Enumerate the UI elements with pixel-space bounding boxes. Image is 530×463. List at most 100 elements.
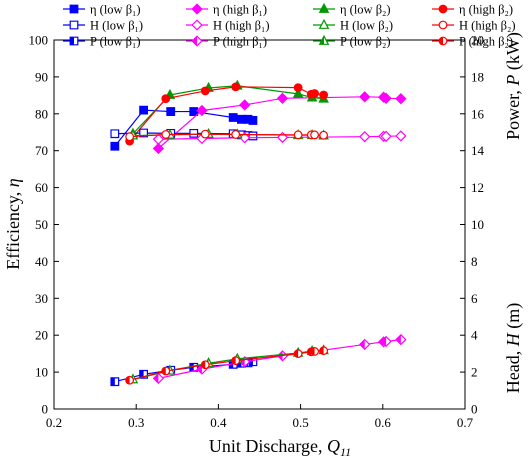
data-point [310,347,319,356]
legend-label: P (high β₂) [459,35,513,49]
legend-marker [438,36,448,46]
legend-marker [69,20,79,30]
marker-half-fill [70,37,74,45]
marker-outline [231,130,241,139]
legend-item: η (high β₁) [186,3,267,17]
marker-outline [161,130,171,139]
data-point [200,360,210,370]
series-line [132,85,324,135]
marker-outline [359,131,371,143]
legend-item: P (low β₁) [63,35,141,49]
marker-outline [395,93,407,105]
marker-outline [191,19,203,31]
x-tick-label: 0.3 [128,415,144,430]
marker-outline [231,82,241,92]
marker-outline [248,116,258,125]
marker-half-fill [319,36,324,45]
data-point [293,83,303,93]
x-tick-label: 0.2 [46,415,62,430]
data-point [248,116,258,125]
x-tick-label: 0.7 [457,415,474,430]
series-9 [152,333,407,385]
legend-marker [191,3,203,15]
data-point [395,130,407,142]
data-point [166,107,176,116]
y-right-head-text: Head, [503,346,523,393]
marker-outline [200,129,210,139]
legend-item: P (high β₁) [186,35,267,49]
y-right-tick-label: 2 [471,365,478,380]
marker-outline [380,130,392,142]
legend-label: H (low β₂) [340,19,393,33]
y-right-tick-label: 6 [471,291,478,306]
marker-outline [293,130,303,140]
x-tick-label: 0.5 [292,415,308,430]
marker-outline [248,131,258,141]
marker-outline [196,104,208,117]
y-left-tick-label: 100 [29,33,49,48]
legend-item: P (high β₂) [432,35,513,49]
data-point [161,366,171,376]
data-point [380,92,392,104]
data-point [248,131,258,141]
y-right-tick-label: 12 [471,180,484,195]
legend-item: H (high β₁) [186,19,270,33]
legend-label: η (high β₁) [213,3,267,17]
data-point [200,86,210,96]
marker-half-fill [139,370,144,379]
data-point [231,130,241,139]
y-right-axis-title-head: Head, H (m) [503,303,524,393]
data-point [161,94,171,104]
data-point [161,130,171,139]
data-point [189,107,199,116]
series-11 [125,346,329,385]
legend-marker [318,18,330,29]
marker-half-fill [249,357,253,366]
legend-item: H (high β₂) [432,19,516,33]
marker-outline [191,3,203,15]
marker-half-fill [111,377,115,386]
marker-half-fill [201,360,206,369]
marker-half-fill [192,36,197,46]
series-7 [125,129,329,142]
legend-item: η (high β₂) [432,3,513,17]
marker-half-fill [381,336,387,347]
marker-half-fill [294,349,299,358]
y-right-tick-label: 14 [471,143,485,158]
y-left-tick-label: 70 [35,143,48,158]
legend-marker [69,4,79,14]
series-3 [125,82,329,146]
series-1 [152,91,407,155]
y-left-tick-label: 60 [35,180,48,195]
marker-half-fill [125,376,130,385]
marker-outline [438,20,448,30]
data-point [196,104,208,117]
marker-outline [239,99,251,111]
series-layer [110,79,407,387]
marker-outline [152,142,165,155]
data-point [380,335,392,348]
marker-half-fill [310,347,315,356]
data-point [110,141,120,151]
marker-outline [380,92,392,104]
x-axis: 0.2 0.3 0.4 0.5 0.6 0.7 [46,404,474,430]
y-right-axis: 0 2 4 6 8 10 12 14 16 18 20 [460,33,485,417]
data-point [276,131,289,144]
marker-outline [200,86,210,96]
marker-outline [152,133,165,145]
y-right-power-unit: (kW) [503,32,524,74]
y-left-axis-title-text: Efficiency, [3,187,23,269]
y-right-tick-label: 8 [471,254,478,269]
legend-label: P (high β₁) [213,35,267,49]
y-left-tick-label: 30 [35,291,48,306]
y-right-tick-label: 0 [471,402,478,417]
marker-outline [69,20,79,30]
marker-outline [189,128,199,138]
marker-outline [359,91,371,103]
marker-outline [438,4,448,14]
data-point [310,89,319,98]
y-right-axis-title-power: Power, P (kW) [503,32,524,140]
legend-marker [191,35,203,47]
data-point [293,130,303,140]
data-point [189,128,199,138]
